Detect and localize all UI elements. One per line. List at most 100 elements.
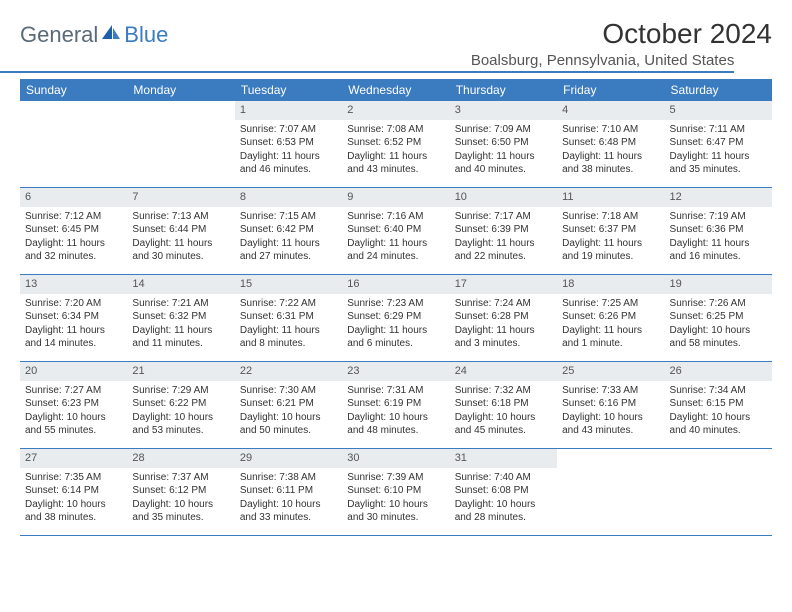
day-number: 23 [342, 362, 449, 381]
day-cell: 14Sunrise: 7:21 AMSunset: 6:32 PMDayligh… [127, 275, 234, 361]
day-number: 26 [665, 362, 772, 381]
day-number: 28 [127, 449, 234, 468]
day-cell: 20Sunrise: 7:27 AMSunset: 6:23 PMDayligh… [20, 362, 127, 448]
sunrise-text: Sunrise: 7:33 AM [562, 384, 659, 398]
sunrise-text: Sunrise: 7:11 AM [670, 123, 767, 137]
day-content: Sunrise: 7:19 AMSunset: 6:36 PMDaylight:… [665, 207, 772, 268]
week-row: 6Sunrise: 7:12 AMSunset: 6:45 PMDaylight… [20, 188, 772, 275]
day-content: Sunrise: 7:34 AMSunset: 6:15 PMDaylight:… [665, 381, 772, 442]
day-content: Sunrise: 7:38 AMSunset: 6:11 PMDaylight:… [235, 468, 342, 529]
sunrise-text: Sunrise: 7:13 AM [132, 210, 229, 224]
day-cell: 16Sunrise: 7:23 AMSunset: 6:29 PMDayligh… [342, 275, 449, 361]
sunrise-text: Sunrise: 7:38 AM [240, 471, 337, 485]
sunrise-text: Sunrise: 7:20 AM [25, 297, 122, 311]
day-content: Sunrise: 7:08 AMSunset: 6:52 PMDaylight:… [342, 120, 449, 181]
daylight-text: Daylight: 10 hours and 50 minutes. [240, 411, 337, 438]
sunset-text: Sunset: 6:25 PM [670, 310, 767, 324]
day-number: 10 [450, 188, 557, 207]
sunset-text: Sunset: 6:45 PM [25, 223, 122, 237]
day-cell: 29Sunrise: 7:38 AMSunset: 6:11 PMDayligh… [235, 449, 342, 535]
day-cell: 19Sunrise: 7:26 AMSunset: 6:25 PMDayligh… [665, 275, 772, 361]
daylight-text: Daylight: 10 hours and 35 minutes. [132, 498, 229, 525]
day-number: 5 [665, 101, 772, 120]
sunrise-text: Sunrise: 7:18 AM [562, 210, 659, 224]
day-number: 6 [20, 188, 127, 207]
day-cell: 28Sunrise: 7:37 AMSunset: 6:12 PMDayligh… [127, 449, 234, 535]
day-content: Sunrise: 7:18 AMSunset: 6:37 PMDaylight:… [557, 207, 664, 268]
daylight-text: Daylight: 11 hours and 43 minutes. [347, 150, 444, 177]
daylight-text: Daylight: 10 hours and 53 minutes. [132, 411, 229, 438]
sunset-text: Sunset: 6:31 PM [240, 310, 337, 324]
daylight-text: Daylight: 11 hours and 19 minutes. [562, 237, 659, 264]
day-cell: 26Sunrise: 7:34 AMSunset: 6:15 PMDayligh… [665, 362, 772, 448]
day-cell: 25 Sunrise: 7:33 AMSunset: 6:16 PMDayligh… [557, 362, 664, 448]
day-header-saturday: Saturday [665, 79, 772, 101]
day-number: 25 [557, 362, 664, 381]
day-cell: 30Sunrise: 7:39 AMSunset: 6:10 PMDayligh… [342, 449, 449, 535]
day-content: Sunrise: 7:26 AMSunset: 6:25 PMDaylight:… [665, 294, 772, 355]
day-number: 16 [342, 275, 449, 294]
day-number: 7 [127, 188, 234, 207]
day-cell: 15Sunrise: 7:22 AMSunset: 6:31 PMDayligh… [235, 275, 342, 361]
sunset-text: Sunset: 6:19 PM [347, 397, 444, 411]
day-number: 30 [342, 449, 449, 468]
daylight-text: Daylight: 10 hours and 38 minutes. [25, 498, 122, 525]
day-cell: 2Sunrise: 7:08 AMSunset: 6:52 PMDaylight… [342, 101, 449, 187]
day-content: Sunrise: 7:31 AMSunset: 6:19 PMDaylight:… [342, 381, 449, 442]
day-number: 8 [235, 188, 342, 207]
sunset-text: Sunset: 6:29 PM [347, 310, 444, 324]
day-content: Sunrise: 7:11 AMSunset: 6:47 PMDaylight:… [665, 120, 772, 181]
day-cell: 13Sunrise: 7:20 AMSunset: 6:34 PMDayligh… [20, 275, 127, 361]
day-number: 4 [557, 101, 664, 120]
sunrise-text: Sunrise: 7:34 AM [670, 384, 767, 398]
day-number: 22 [235, 362, 342, 381]
daylight-text: Daylight: 11 hours and 30 minutes. [132, 237, 229, 264]
day-number: 18 [557, 275, 664, 294]
day-cell: 3Sunrise: 7:09 AMSunset: 6:50 PMDaylight… [450, 101, 557, 187]
sunrise-text: Sunrise: 7:35 AM [25, 471, 122, 485]
sunset-text: Sunset: 6:42 PM [240, 223, 337, 237]
day-content: Sunrise: 7:35 AMSunset: 6:14 PMDaylight:… [20, 468, 127, 529]
sunrise-text: Sunrise: 7:25 AM [562, 297, 659, 311]
title-block: October 2024 Boalsburg, Pennsylvania, Un… [602, 18, 772, 73]
daylight-text: Daylight: 11 hours and 24 minutes. [347, 237, 444, 264]
logo-text-general: General [20, 22, 98, 48]
day-number: 3 [450, 101, 557, 120]
day-content: Sunrise: 7:25 AMSunset: 6:26 PMDaylight:… [557, 294, 664, 355]
sunrise-text: Sunrise: 7:24 AM [455, 297, 552, 311]
sunset-text: Sunset: 6:26 PM [562, 310, 659, 324]
sunrise-text: Sunrise: 7:08 AM [347, 123, 444, 137]
sunset-text: Sunset: 6:10 PM [347, 484, 444, 498]
daylight-text: Daylight: 11 hours and 11 minutes. [132, 324, 229, 351]
sunset-text: Sunset: 6:28 PM [455, 310, 552, 324]
sunset-text: Sunset: 6:22 PM [132, 397, 229, 411]
day-content: Sunrise: 7:17 AMSunset: 6:39 PMDaylight:… [450, 207, 557, 268]
sunset-text: Sunset: 6:37 PM [562, 223, 659, 237]
day-number: 11 [557, 188, 664, 207]
sunset-text: Sunset: 6:50 PM [455, 136, 552, 150]
sunrise-text: Sunrise: 7:29 AM [132, 384, 229, 398]
day-header-row: Sunday Monday Tuesday Wednesday Thursday… [20, 79, 772, 101]
sunset-text: Sunset: 6:08 PM [455, 484, 552, 498]
logo: General Blue [20, 18, 168, 48]
daylight-text: Daylight: 10 hours and 40 minutes. [670, 411, 767, 438]
sunrise-text: Sunrise: 7:30 AM [240, 384, 337, 398]
sunrise-text: Sunrise: 7:32 AM [455, 384, 552, 398]
sunset-text: Sunset: 6:12 PM [132, 484, 229, 498]
daylight-text: Daylight: 11 hours and 8 minutes. [240, 324, 337, 351]
daylight-text: Daylight: 10 hours and 43 minutes. [562, 411, 659, 438]
day-number [665, 449, 772, 453]
day-content: Sunrise: 7:32 AMSunset: 6:18 PMDaylight:… [450, 381, 557, 442]
daylight-text: Daylight: 11 hours and 27 minutes. [240, 237, 337, 264]
header: General Blue October 2024 Boalsburg, Pen… [20, 18, 772, 73]
daylight-text: Daylight: 11 hours and 6 minutes. [347, 324, 444, 351]
daylight-text: Daylight: 11 hours and 35 minutes. [670, 150, 767, 177]
day-cell: 23Sunrise: 7:31 AMSunset: 6:19 PMDayligh… [342, 362, 449, 448]
day-cell: 12Sunrise: 7:19 AMSunset: 6:36 PMDayligh… [665, 188, 772, 274]
sunset-text: Sunset: 6:16 PM [562, 397, 659, 411]
day-content: Sunrise: 7:29 AMSunset: 6:22 PMDaylight:… [127, 381, 234, 442]
daylight-text: Daylight: 11 hours and 38 minutes. [562, 150, 659, 177]
day-content: Sunrise: 7:24 AMSunset: 6:28 PMDaylight:… [450, 294, 557, 355]
sunrise-text: Sunrise: 7:31 AM [347, 384, 444, 398]
daylight-text: Daylight: 11 hours and 22 minutes. [455, 237, 552, 264]
